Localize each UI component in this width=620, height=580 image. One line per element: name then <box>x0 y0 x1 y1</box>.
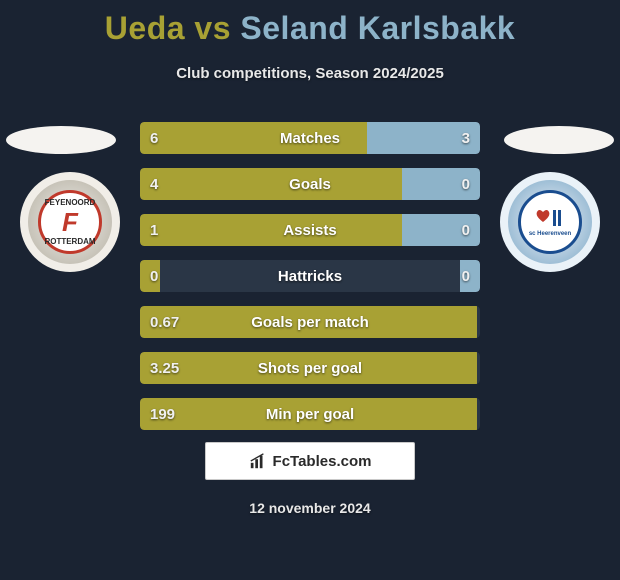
crest-text-bottom: ROTTERDAM <box>44 238 95 246</box>
bar-chart-icon <box>249 452 267 470</box>
stat-row: 00Hattricks <box>140 260 480 292</box>
player2-name: Seland Karlsbakk <box>240 10 515 46</box>
stat-label: Goals <box>140 168 480 200</box>
vs-text: vs <box>194 10 231 46</box>
stat-row: 63Matches <box>140 122 480 154</box>
stat-row: 10Assists <box>140 214 480 246</box>
player1-head-placeholder <box>6 126 116 154</box>
stat-label: Hattricks <box>140 260 480 292</box>
stat-row: 199Min per goal <box>140 398 480 430</box>
stat-label: Goals per match <box>140 306 480 338</box>
stat-row: 40Goals <box>140 168 480 200</box>
player2-head-placeholder <box>504 126 614 154</box>
stat-label: Shots per goal <box>140 352 480 384</box>
stat-row: 3.25Shots per goal <box>140 352 480 384</box>
crest-inner: sc Heerenveen <box>518 190 582 254</box>
stats-container: 63Matches 40Goals 10Assists 00Hattricks 0.67… <box>140 122 480 444</box>
crest-text-top: FEYENOORD <box>44 199 95 207</box>
stat-row: 0.67Goals per match <box>140 306 480 338</box>
crest-letter: F <box>44 207 95 238</box>
date-text: 12 november 2024 <box>0 500 620 516</box>
subtitle: Club competitions, Season 2024/2025 <box>0 65 620 82</box>
player1-name: Ueda <box>105 10 185 46</box>
player1-club-crest: FEYENOORD F ROTTERDAM <box>20 172 120 272</box>
stat-label: Min per goal <box>140 398 480 430</box>
heart-stripes-icon <box>535 208 565 228</box>
stat-label: Matches <box>140 122 480 154</box>
source-badge: FcTables.com <box>205 442 415 480</box>
crest-text: sc Heerenveen <box>529 231 571 237</box>
source-name: FcTables.com <box>273 453 372 470</box>
crest-inner: FEYENOORD F ROTTERDAM <box>38 190 102 254</box>
comparison-title: Ueda vs Seland Karlsbakk <box>0 0 620 47</box>
player2-club-crest: sc Heerenveen <box>500 172 600 272</box>
stat-label: Assists <box>140 214 480 246</box>
